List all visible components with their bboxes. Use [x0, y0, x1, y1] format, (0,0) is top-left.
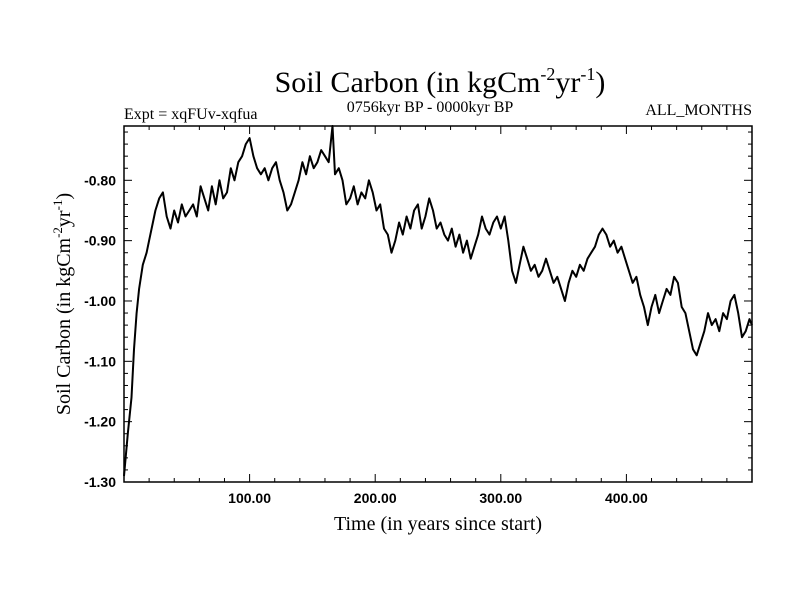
x-axis-ticks: 100.00 200.00 300.00 400.00	[148, 126, 728, 506]
x-tick-label: 100.00	[228, 490, 271, 506]
x-tick-label: 300.00	[479, 490, 522, 506]
y-tick-label: -1.00	[84, 293, 116, 309]
time-range-label: 0756kyr BP - 0000kyr BP	[347, 99, 514, 116]
experiment-label: Expt = xqFUv-xqfua	[124, 106, 257, 123]
chart-title: Soil Carbon (in kgCm-2yr-1)	[275, 64, 606, 99]
y-axis-ticks: -1.30 -1.20 -1.10 -1.00 -0.90 -0.80	[84, 131, 752, 490]
soil-carbon-series-line	[123, 125, 753, 477]
x-axis-label: Time (in years since start)	[334, 513, 542, 535]
x-tick-label: 400.00	[605, 490, 648, 506]
plot-frame	[123, 125, 753, 483]
y-axis-label: Soil Carbon (in kgCm-2yr-1)	[50, 193, 75, 415]
y-tick-label: -1.20	[84, 414, 116, 430]
y-tick-label: -0.90	[84, 233, 116, 249]
y-tick-label: -0.80	[84, 172, 116, 188]
y-tick-label: -1.30	[84, 474, 116, 490]
months-label: ALL_MONTHS	[645, 102, 752, 119]
y-tick-label: -1.10	[84, 353, 116, 369]
x-tick-label: 200.00	[354, 490, 397, 506]
